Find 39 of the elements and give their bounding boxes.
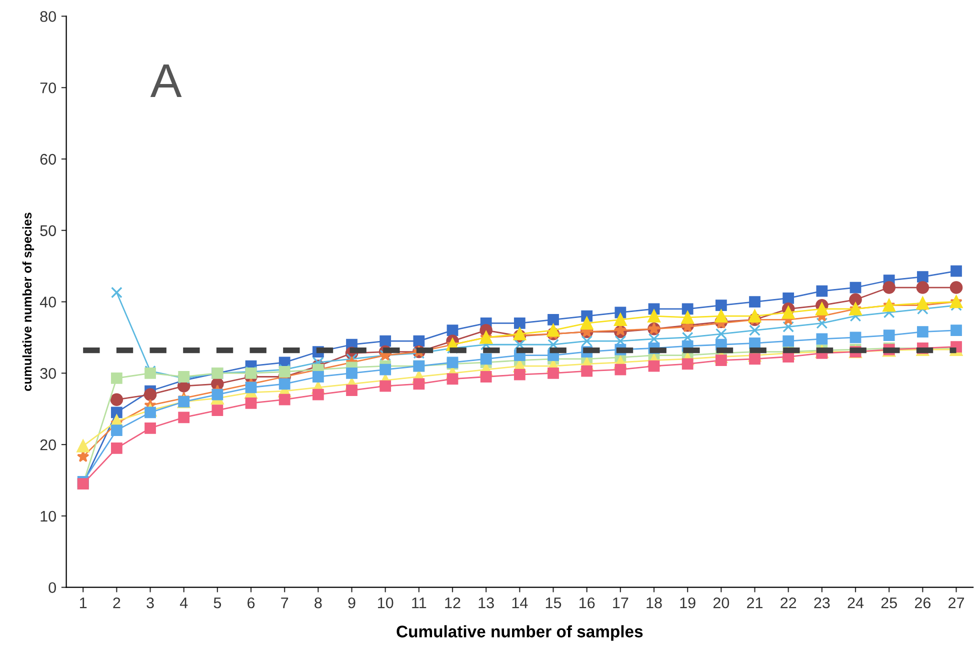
x-tick-label: 11 [412, 598, 426, 608]
y-tick-label: 70 [40, 82, 56, 94]
x-tick-label: 4 [180, 598, 188, 608]
y-tick-label: 0 [48, 582, 56, 594]
x-tick-label: 23 [814, 597, 830, 608]
annotation: A [150, 64, 182, 97]
y-tick-label: 60 [40, 154, 56, 165]
x-tick-label: 6 [248, 597, 255, 608]
x-tick-label: 20 [713, 597, 730, 608]
y-tick-label: 50 [40, 225, 56, 236]
x-tick-label: 8 [314, 597, 322, 608]
x-tick-label: 25 [881, 597, 897, 608]
x-tick-label: 10 [378, 597, 394, 608]
y-tick-label: 30 [40, 368, 56, 379]
x-tick-label: 5 [214, 598, 222, 608]
x-tick-label: 2 [113, 597, 120, 608]
x-tick-label: 12 [445, 597, 460, 608]
x-tick-label: 16 [580, 597, 595, 608]
x-tick-label: 7 [281, 598, 288, 608]
x-tick-label: 17 [613, 598, 628, 608]
x-tick-label: 26 [914, 597, 930, 608]
x-tick-label: 3 [146, 597, 154, 608]
y-tick-label: 40 [40, 296, 56, 308]
x-tick-label: 14 [512, 598, 528, 608]
y-tick-label: 80 [40, 11, 56, 22]
x-tick-label: 22 [780, 597, 796, 608]
x-tick-label: 18 [646, 597, 662, 608]
y-tick-label: 20 [40, 439, 56, 450]
y-axis-title: cumulative number of species [22, 212, 34, 391]
x-axis-title: Cumulative number of samples [396, 625, 643, 641]
x-tick-label: 15 [546, 598, 562, 608]
x-tick-label: 1 [80, 598, 87, 608]
x-tick-label: 24 [848, 597, 864, 608]
x-tick-label: 9 [348, 597, 356, 608]
x-tick-label: 19 [680, 597, 696, 608]
x-tick-label: 21 [747, 597, 763, 608]
x-tick-label: 27 [948, 597, 964, 608]
x-tick-label: 13 [478, 597, 494, 608]
y-tick-label: 10 [40, 510, 56, 522]
